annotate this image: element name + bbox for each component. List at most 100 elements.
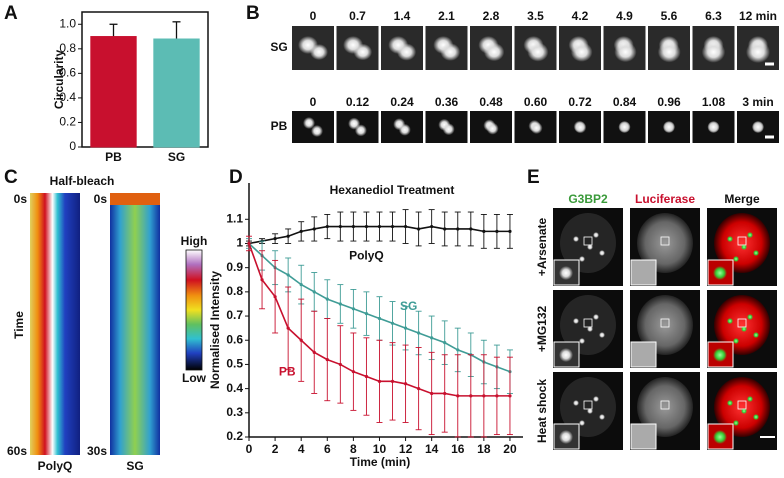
y-tick-label: 0.4	[226, 381, 243, 395]
time-end: 60s	[7, 444, 27, 458]
marker	[482, 394, 486, 398]
marker	[443, 391, 447, 396]
pbody	[663, 121, 675, 133]
granule	[599, 250, 605, 256]
row-label: Heat shock	[535, 379, 549, 443]
inset	[630, 341, 657, 368]
frame-time: 0	[310, 9, 317, 23]
y-tick-label: 0.7	[226, 308, 243, 322]
granule	[599, 332, 605, 338]
series-label: SG	[400, 299, 417, 313]
y-tick-label: 0.8	[59, 41, 76, 55]
x-tick-label: SG	[168, 150, 185, 164]
inset-granule	[559, 266, 573, 280]
column-header: G3BP2	[568, 192, 608, 206]
frame-time: 4.2	[572, 9, 589, 23]
granule	[747, 314, 753, 320]
inset	[630, 423, 657, 450]
marker	[338, 224, 342, 229]
roi-box	[583, 236, 593, 246]
cell	[714, 295, 770, 355]
roi-box	[583, 400, 593, 410]
pbody	[486, 122, 499, 135]
x-tick-label: 8	[350, 442, 357, 456]
marker	[417, 331, 421, 335]
x-tick-label: 12	[399, 442, 413, 456]
panel-letter: A	[4, 3, 18, 24]
marker	[443, 227, 447, 231]
row-label: SG	[270, 40, 287, 54]
y-tick-label: 1.0	[59, 16, 76, 30]
x-tick-label: 16	[451, 442, 465, 456]
bar	[90, 36, 137, 148]
x-tick-label: 14	[425, 442, 439, 456]
pbody	[574, 121, 587, 134]
marker	[247, 241, 251, 246]
panel-letter: B	[246, 3, 260, 24]
marker	[443, 341, 447, 345]
pbody	[752, 121, 764, 133]
frame-time: 0.48	[479, 95, 503, 109]
marker	[338, 302, 342, 306]
y-tick-label: 0.2	[59, 115, 76, 129]
marker	[286, 273, 290, 277]
inset-granule	[713, 348, 727, 362]
granule	[573, 236, 579, 242]
frame-time: 0.96	[657, 95, 681, 109]
marker	[403, 382, 408, 386]
frame-time: 0.7	[349, 9, 366, 23]
granule	[587, 244, 593, 250]
kymo-top	[110, 193, 160, 205]
y-tick-label: 0.9	[226, 260, 243, 274]
x-tick-label: 2	[272, 442, 279, 456]
granule	[573, 400, 579, 406]
marker	[312, 290, 316, 294]
marker	[430, 336, 434, 340]
granule	[701, 41, 726, 63]
bar	[153, 38, 200, 148]
marker	[482, 229, 486, 233]
marker	[312, 350, 316, 354]
frame-time: 1.4	[394, 9, 411, 23]
pbody	[530, 122, 543, 134]
pbody	[311, 125, 323, 137]
granule	[746, 41, 770, 63]
granule	[753, 414, 759, 420]
marker	[377, 379, 382, 383]
pbody	[398, 123, 411, 136]
granule	[599, 414, 605, 420]
row-label: +MG132	[535, 305, 549, 352]
pbody	[707, 121, 720, 133]
granule	[579, 420, 585, 426]
marker	[351, 307, 355, 311]
colorbar	[185, 249, 203, 371]
frame-time: 0.60	[524, 95, 548, 109]
granule	[727, 400, 733, 406]
kymograph	[30, 193, 80, 455]
chart-title: Hexanediol Treatment	[330, 183, 455, 197]
marker	[273, 295, 277, 299]
kymograph	[110, 193, 160, 455]
y-tick-label: 0.2	[226, 429, 243, 443]
panel-letter: C	[4, 167, 18, 188]
x-tick-label: 6	[324, 442, 331, 456]
granule	[657, 41, 681, 63]
marker	[403, 224, 408, 229]
granule	[614, 41, 637, 63]
cell	[560, 213, 616, 273]
marker	[390, 379, 395, 383]
y-tick-label: 0.5	[226, 357, 243, 371]
series-label: PolyQ	[349, 249, 384, 263]
pbody	[442, 123, 455, 136]
granule	[570, 42, 593, 62]
granule	[527, 42, 549, 62]
panel-letter: D	[229, 167, 243, 188]
panel-letter: E	[527, 167, 540, 188]
y-tick-label: 0.8	[226, 284, 243, 298]
marker	[286, 234, 290, 238]
frame-time: 5.6	[661, 9, 678, 23]
marker	[469, 227, 473, 231]
y-tick-label: 1.1	[226, 211, 243, 225]
marker	[273, 237, 277, 241]
